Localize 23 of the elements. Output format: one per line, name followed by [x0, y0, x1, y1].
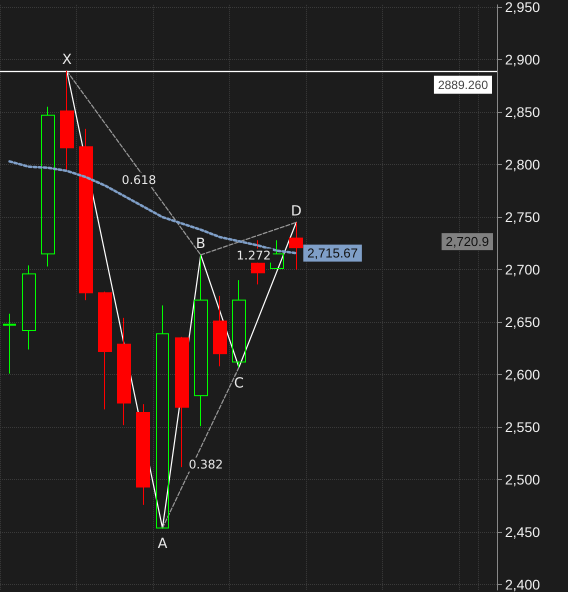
y-tick-label: 2,950: [505, 0, 540, 15]
annotation: 0.382: [188, 458, 224, 472]
y-tick-label: 2,650: [505, 314, 540, 330]
ref-line-label: 2889.260: [438, 78, 488, 92]
annotation: 2,720.9: [446, 234, 489, 250]
annotation: 1.272: [236, 248, 271, 263]
data-label: C: [234, 375, 244, 392]
y-tick-label: 2,450: [505, 524, 540, 540]
y-tick-label: 2,600: [505, 366, 540, 383]
data-label: X: [62, 52, 72, 68]
y-tick-label: 2,500: [505, 472, 540, 488]
annotation: 0.618: [122, 172, 156, 187]
y-tick-label: 2,700: [505, 262, 540, 278]
data-label: D: [290, 203, 302, 220]
y-tick-label: 2,750: [505, 209, 540, 226]
y-tick-label: 2,400: [505, 576, 540, 592]
data-label: 2,715.67: [307, 246, 358, 261]
y-tick-label: 2,900: [505, 52, 540, 68]
data-label: B: [196, 236, 206, 252]
y-tick-label: 2,550: [505, 419, 540, 436]
y-tick-label: 2,850: [505, 104, 540, 120]
y-tick-label: 2,800: [505, 156, 540, 173]
data-label: A: [158, 536, 168, 552]
